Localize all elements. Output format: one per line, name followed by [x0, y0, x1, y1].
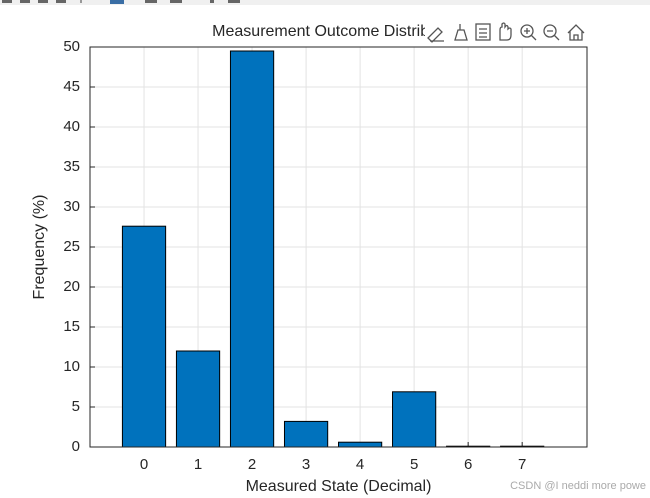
bar: [229, 50, 275, 448]
bar: [392, 391, 437, 448]
x-tick-label: 2: [248, 456, 256, 473]
y-tick-label: 35: [63, 158, 80, 175]
watermark: CSDN @I neddi more powe: [510, 480, 646, 492]
y-tick-label: 10: [63, 358, 80, 375]
x-tick-label: 7: [518, 456, 526, 473]
x-tick-label: 3: [302, 456, 310, 473]
y-tick-label: 40: [63, 118, 80, 135]
y-tick-label: 5: [72, 398, 80, 415]
x-axis-label: Measured State (Decimal): [246, 478, 432, 495]
bar: [175, 350, 221, 448]
y-tick-label: 15: [63, 318, 80, 335]
y-tick-label: 0: [72, 438, 80, 455]
axes-box: [89, 46, 588, 448]
y-tick-label: 50: [63, 38, 80, 55]
x-tick-label: 1: [194, 456, 202, 473]
x-tick-label: 6: [464, 456, 472, 473]
y-axis-label: Frequency (%): [31, 195, 48, 300]
x-tick-label: 0: [140, 456, 148, 473]
chart-title: Measurement Outcome Distribution: [212, 23, 464, 40]
x-tick-label: 5: [410, 456, 418, 473]
bar: [338, 441, 383, 448]
y-tick-label: 30: [63, 198, 80, 215]
axes-toolbar[interactable]: [425, 20, 590, 44]
x-tick-label: 4: [356, 456, 364, 473]
y-tick-label: 20: [63, 278, 80, 295]
bar: [121, 225, 167, 448]
top-toolbar: [0, 0, 650, 5]
bar: [283, 420, 329, 448]
y-tick-label: 45: [63, 78, 80, 95]
y-tick-label: 25: [63, 238, 80, 255]
